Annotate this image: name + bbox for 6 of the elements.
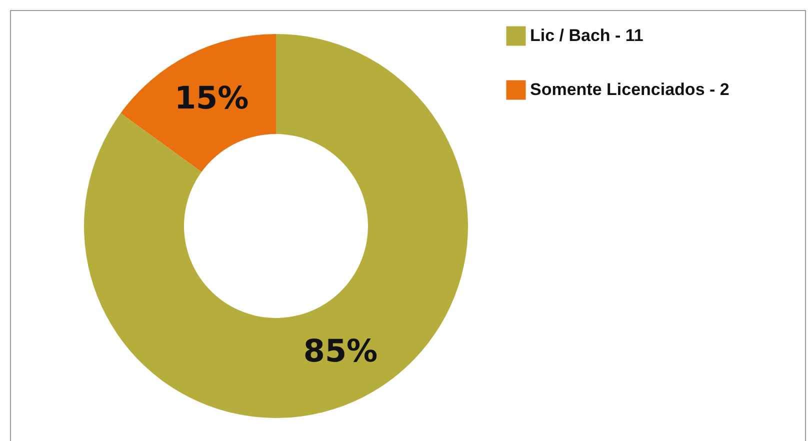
data-label: 15% [174,80,249,116]
data-label: 85% [303,334,378,370]
donut-slice [120,34,276,172]
legend-label: Somente Licenciados - 2 [530,80,730,99]
donut-slice [84,34,468,418]
legend-label: Lic / Bach - 11 [530,26,644,45]
